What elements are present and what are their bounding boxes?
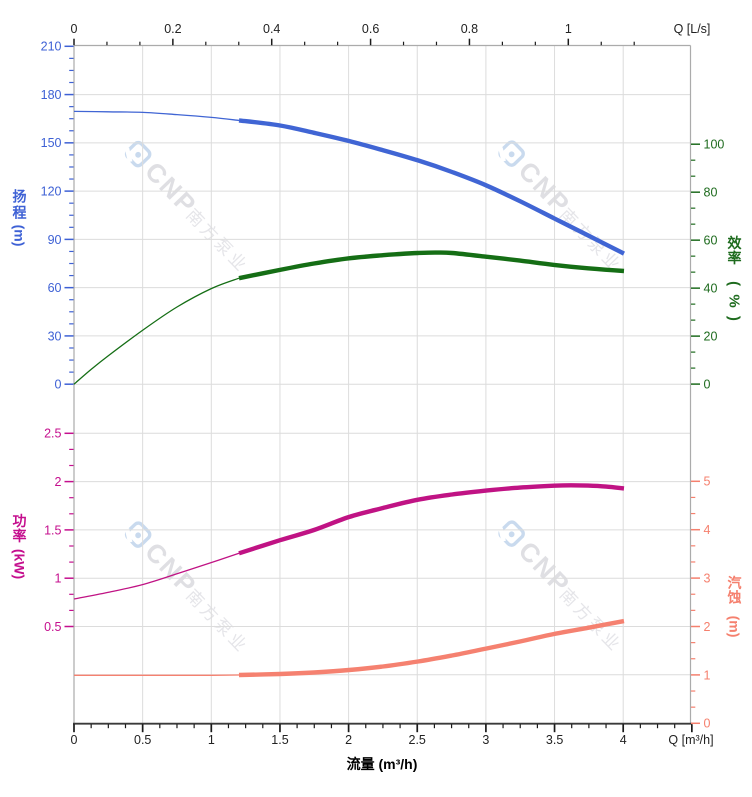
svg-text:0.6: 0.6	[362, 22, 379, 36]
svg-text:(m): (m)	[727, 616, 743, 638]
svg-text:率: 率	[728, 250, 742, 266]
svg-text:1: 1	[565, 22, 572, 36]
svg-text:率: 率	[13, 528, 27, 544]
svg-text:60: 60	[704, 234, 718, 248]
svg-text:功: 功	[13, 513, 27, 529]
svg-text:1.5: 1.5	[271, 733, 288, 747]
svg-text:2.5: 2.5	[44, 427, 61, 441]
svg-text:0.2: 0.2	[164, 22, 181, 36]
svg-text:1: 1	[208, 733, 215, 747]
svg-text:30: 30	[48, 329, 62, 343]
svg-text:3.5: 3.5	[546, 733, 563, 747]
svg-text:60: 60	[48, 281, 62, 295]
svg-text:0: 0	[71, 733, 78, 747]
svg-text:40: 40	[704, 282, 718, 296]
svg-text:1: 1	[55, 572, 62, 586]
svg-text:蚀: 蚀	[727, 590, 742, 606]
svg-text:210: 210	[41, 40, 62, 54]
svg-text:效: 效	[728, 235, 743, 251]
svg-text:0.5: 0.5	[44, 620, 61, 634]
svg-text:程: 程	[13, 205, 27, 221]
svg-text:1.5: 1.5	[44, 523, 61, 537]
svg-text:流量 (m³/h): 流量 (m³/h)	[347, 756, 418, 772]
svg-text:5: 5	[704, 475, 711, 489]
svg-text:4: 4	[704, 523, 711, 537]
svg-text:150: 150	[41, 136, 62, 150]
svg-text:100: 100	[704, 138, 725, 152]
svg-text:0.5: 0.5	[134, 733, 151, 747]
svg-text:1: 1	[704, 668, 711, 682]
svg-text:0.8: 0.8	[461, 22, 478, 36]
svg-text:0.4: 0.4	[263, 22, 280, 36]
svg-text:( % ): ( % )	[726, 281, 743, 323]
svg-text:2: 2	[55, 475, 62, 489]
svg-text:3: 3	[704, 572, 711, 586]
svg-text:2: 2	[704, 620, 711, 634]
svg-text:0: 0	[71, 22, 78, 36]
svg-text:(m): (m)	[12, 225, 28, 247]
svg-text:2.5: 2.5	[409, 733, 426, 747]
svg-text:0: 0	[704, 717, 711, 731]
svg-text:扬: 扬	[13, 189, 27, 205]
svg-text:南方泵业: 南方泵业	[182, 586, 252, 657]
svg-text:120: 120	[41, 185, 62, 199]
svg-text:南方泵业: 南方泵业	[182, 205, 252, 276]
svg-text:4: 4	[620, 733, 627, 747]
svg-text:2: 2	[345, 733, 352, 747]
svg-text:3: 3	[482, 733, 489, 747]
svg-text:90: 90	[48, 233, 62, 247]
svg-text:0: 0	[704, 378, 711, 392]
svg-text:80: 80	[704, 186, 718, 200]
svg-text:Q [m³/h]: Q [m³/h]	[668, 733, 713, 747]
svg-text:0: 0	[55, 378, 62, 392]
svg-text:南方泵业: 南方泵业	[556, 585, 626, 656]
svg-text:汽: 汽	[728, 575, 742, 591]
svg-text:Q [L/s]: Q [L/s]	[674, 22, 711, 36]
svg-text:20: 20	[704, 330, 718, 344]
svg-text:180: 180	[41, 88, 62, 102]
svg-text:(kW): (kW)	[12, 549, 28, 579]
